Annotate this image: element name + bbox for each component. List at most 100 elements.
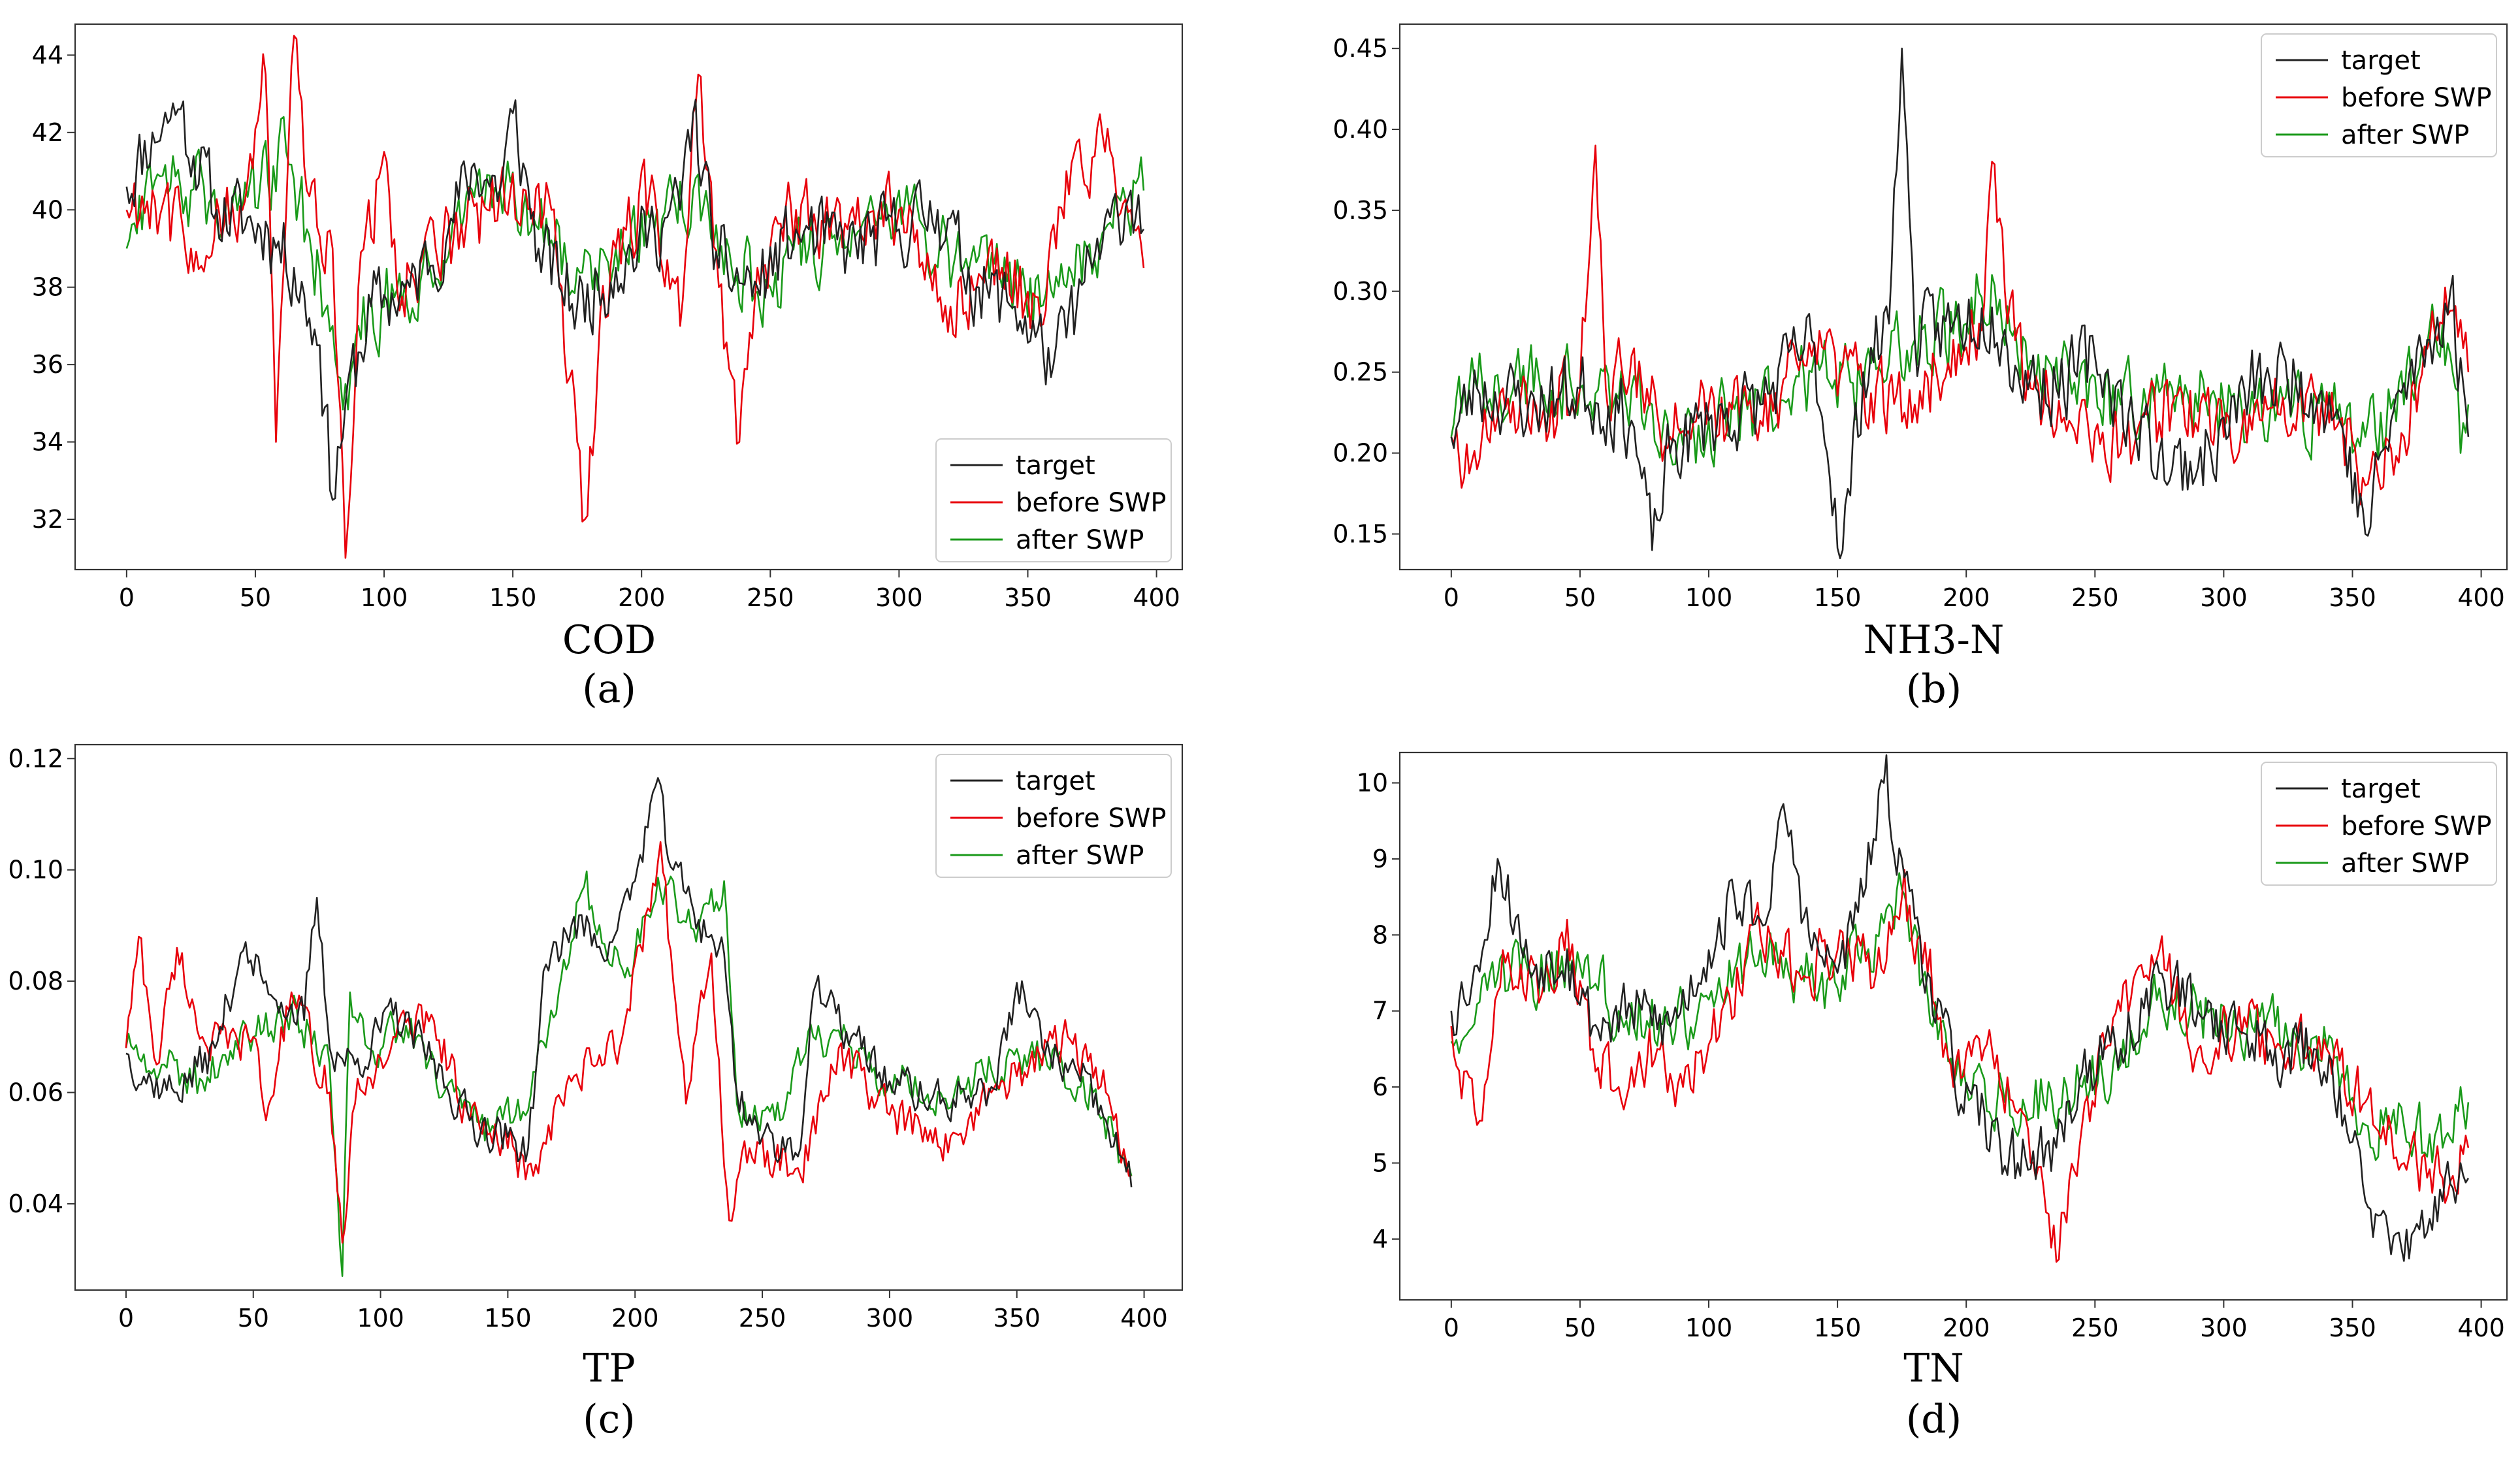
- legend-box: [2261, 762, 2497, 886]
- y-tick-label: 32: [32, 505, 63, 534]
- legend-label-before-swp: before SWP: [1016, 803, 1167, 833]
- y-tick-label: 34: [32, 428, 63, 457]
- y-tick-label: 8: [1372, 920, 1388, 949]
- y-tick-label: 40: [32, 195, 63, 224]
- x-tick-label: 350: [993, 1304, 1041, 1333]
- x-tick-label: 100: [357, 1304, 404, 1333]
- x-tick-label: 150: [1814, 1314, 1862, 1342]
- x-tick-label: 300: [2200, 583, 2248, 612]
- x-tick-label: 0: [118, 1304, 134, 1333]
- x-tick-label: 300: [875, 583, 923, 612]
- x-tick-label: 350: [2329, 583, 2376, 612]
- x-tick-label: 300: [2200, 1314, 2248, 1342]
- series-line-before-swp: [125, 35, 1145, 559]
- panel-label: (b): [1906, 666, 1962, 712]
- y-tick-label: 0.35: [1333, 196, 1388, 225]
- y-tick-label: 36: [32, 350, 63, 379]
- legend-label-after-swp: after SWP: [2341, 849, 2469, 879]
- series-line-target: [1450, 754, 2470, 1262]
- legend-box: [935, 754, 1172, 878]
- y-tick-label: 38: [32, 273, 63, 302]
- y-tick-label: 0.10: [8, 856, 63, 884]
- series-line-target: [125, 99, 1144, 501]
- y-tick-label: 0.15: [1333, 519, 1388, 548]
- plot-frame: [1398, 23, 2508, 571]
- chart-panel-d: 0 50 100 150 200 250 300 350 400 4 5 6 7 8 9 10 target be…: [1357, 751, 2508, 1442]
- y-tick-label: 0.30: [1333, 277, 1388, 306]
- x-tick-label: 0: [1444, 583, 1459, 612]
- x-tick-label: 350: [2329, 1314, 2376, 1342]
- legend-label-after-swp: after SWP: [1016, 525, 1144, 555]
- chart-title: TN: [1903, 1346, 1964, 1391]
- y-tick-label: 0.04: [8, 1189, 63, 1218]
- chart-panel-b: 0 50 100 150 200 250 300 350 400 0.15 0.20 0.25 0.30…: [1333, 23, 2508, 712]
- legend-label-target: target: [2341, 46, 2421, 76]
- legend: target before SWP after SWP: [2261, 762, 2497, 886]
- x-tick-label: 250: [739, 1304, 786, 1333]
- legend-box: [2261, 33, 2497, 157]
- chart-panel-a: 0 50 100 150 200 250 300 350 400 32 34 36 38 40 42 44 ta…: [32, 23, 1184, 712]
- x-tick-label: 400: [1133, 583, 1180, 612]
- y-tick-label: 0.08: [8, 967, 63, 995]
- x-tick-label: 50: [240, 583, 271, 612]
- y-tick-label: 4: [1372, 1225, 1388, 1253]
- chart-title: COD: [562, 617, 656, 663]
- y-tick-label: 7: [1372, 997, 1388, 1026]
- y-tick-label: 0.25: [1333, 358, 1388, 387]
- x-tick-label: 0: [1444, 1314, 1459, 1342]
- x-tick-label: 250: [2071, 583, 2119, 612]
- y-tick-label: 10: [1357, 769, 1388, 798]
- legend-label-after-swp: after SWP: [2341, 120, 2469, 150]
- x-tick-label: 50: [1564, 1314, 1596, 1342]
- y-tick-label: 6: [1372, 1073, 1388, 1101]
- chart-panel-c: 0 50 100 150 200 250 300 350 400 0.04 0.06 0.08 0.10…: [8, 743, 1184, 1442]
- y-tick-label: 0.12: [8, 744, 63, 773]
- y-tick-label: 5: [1372, 1149, 1388, 1178]
- legend-label-target: target: [1016, 451, 1095, 481]
- series-line-after-swp: [1450, 273, 2470, 468]
- x-tick-label: 400: [2457, 583, 2505, 612]
- plot-frame: [74, 743, 1184, 1291]
- x-tick-label: 0: [119, 583, 135, 612]
- x-tick-label: 250: [2071, 1314, 2119, 1342]
- x-tick-label: 150: [1814, 583, 1862, 612]
- x-tick-label: 200: [1943, 583, 1990, 612]
- x-tick-label: 150: [489, 583, 537, 612]
- x-tick-label: 50: [1564, 583, 1596, 612]
- panel-label: (a): [582, 666, 636, 712]
- plot-frame: [74, 23, 1184, 571]
- legend-box: [935, 438, 1172, 562]
- chart-title: NH3-N: [1864, 617, 2005, 663]
- legend: target before SWP after SWP: [935, 754, 1172, 878]
- x-tick-label: 150: [484, 1304, 532, 1333]
- series-line-after-swp: [125, 116, 1145, 411]
- y-tick-label: 0.06: [8, 1078, 63, 1107]
- panel-label: (c): [583, 1397, 635, 1442]
- legend-label-target: target: [1016, 766, 1095, 796]
- y-tick-label: 0.40: [1333, 115, 1388, 144]
- x-tick-label: 200: [1943, 1314, 1990, 1342]
- x-tick-label: 100: [361, 583, 408, 612]
- y-tick-label: 42: [32, 118, 63, 147]
- x-tick-label: 300: [866, 1304, 914, 1333]
- x-tick-label: 100: [1685, 1314, 1733, 1342]
- x-tick-label: 400: [2457, 1314, 2505, 1342]
- legend-label-after-swp: after SWP: [1016, 841, 1144, 871]
- x-tick-label: 200: [618, 583, 666, 612]
- series-line-target: [125, 777, 1133, 1188]
- x-tick-label: 400: [1120, 1304, 1168, 1333]
- y-tick-label: 0.45: [1333, 34, 1388, 63]
- plot-frame: [1398, 751, 2508, 1301]
- legend: target before SWP after SWP: [2261, 33, 2497, 157]
- legend: target before SWP after SWP: [935, 438, 1172, 562]
- series-line-target: [1450, 47, 2470, 560]
- chart-title: TP: [583, 1346, 635, 1391]
- series-line-before-swp: [1450, 869, 2470, 1263]
- x-tick-label: 100: [1685, 583, 1733, 612]
- y-tick-label: 0.20: [1333, 439, 1388, 468]
- x-tick-label: 200: [611, 1304, 659, 1333]
- series-line-before-swp: [125, 841, 1132, 1244]
- x-tick-label: 350: [1004, 583, 1052, 612]
- x-tick-label: 250: [747, 583, 794, 612]
